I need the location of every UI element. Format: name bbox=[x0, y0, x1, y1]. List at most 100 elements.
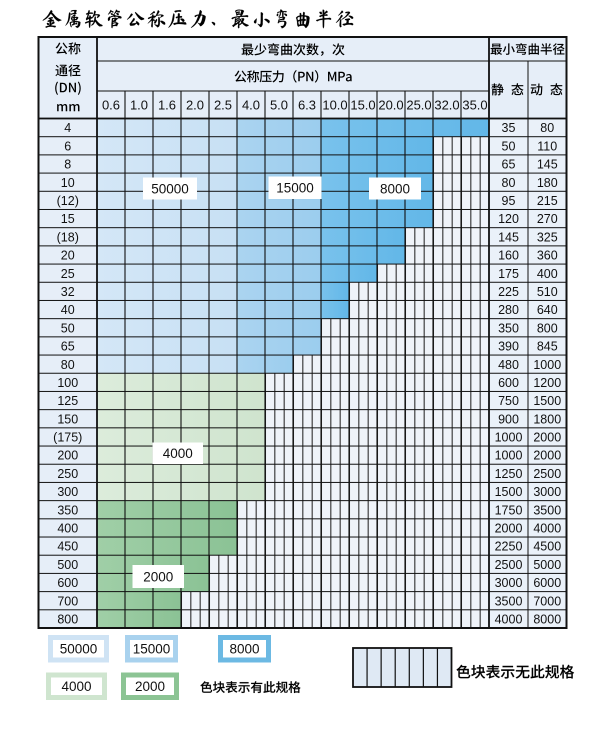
svg-text:25: 25 bbox=[61, 267, 75, 281]
svg-text:1800: 1800 bbox=[533, 412, 561, 426]
svg-text:4000: 4000 bbox=[533, 522, 561, 536]
svg-text:175: 175 bbox=[498, 267, 519, 281]
svg-text:4000: 4000 bbox=[495, 613, 523, 627]
svg-text:3500: 3500 bbox=[533, 503, 561, 517]
svg-text:2000: 2000 bbox=[533, 449, 561, 463]
svg-text:6000: 6000 bbox=[533, 576, 561, 590]
svg-text:40: 40 bbox=[61, 303, 75, 317]
svg-text:1500: 1500 bbox=[495, 485, 523, 499]
svg-text:1.6: 1.6 bbox=[158, 97, 176, 112]
svg-text:10.0: 10.0 bbox=[322, 97, 347, 112]
svg-text:35.0: 35.0 bbox=[462, 97, 487, 112]
svg-text:3500: 3500 bbox=[495, 594, 523, 608]
svg-text:50000: 50000 bbox=[151, 181, 189, 196]
svg-text:3000: 3000 bbox=[533, 485, 561, 499]
svg-text:2.5: 2.5 bbox=[214, 97, 232, 112]
svg-text:400: 400 bbox=[57, 522, 78, 536]
svg-text:1250: 1250 bbox=[495, 467, 523, 481]
svg-text:1000: 1000 bbox=[495, 449, 523, 463]
svg-text:350: 350 bbox=[57, 503, 78, 517]
svg-text:32.0: 32.0 bbox=[434, 97, 459, 112]
svg-text:600: 600 bbox=[498, 376, 519, 390]
svg-text:3000: 3000 bbox=[495, 576, 523, 590]
svg-text:25.0: 25.0 bbox=[406, 97, 431, 112]
svg-text:10: 10 bbox=[61, 176, 75, 190]
svg-text:20: 20 bbox=[61, 249, 75, 263]
svg-text:1750: 1750 bbox=[495, 503, 523, 517]
svg-text:2.0: 2.0 bbox=[186, 97, 204, 112]
svg-text:700: 700 bbox=[57, 594, 78, 608]
svg-text:32: 32 bbox=[61, 285, 75, 299]
svg-text:600: 600 bbox=[57, 576, 78, 590]
svg-text:145: 145 bbox=[498, 230, 519, 244]
svg-text:50: 50 bbox=[502, 139, 516, 153]
svg-text:15.0: 15.0 bbox=[350, 97, 375, 112]
svg-text:1500: 1500 bbox=[533, 394, 561, 408]
svg-text:180: 180 bbox=[537, 176, 558, 190]
svg-text:160: 160 bbox=[498, 249, 519, 263]
svg-text:50: 50 bbox=[61, 321, 75, 335]
svg-text:325: 325 bbox=[537, 230, 558, 244]
svg-text:360: 360 bbox=[537, 249, 558, 263]
svg-text:640: 640 bbox=[537, 303, 558, 317]
svg-text:2000: 2000 bbox=[143, 569, 173, 584]
svg-text:900: 900 bbox=[498, 412, 519, 426]
svg-text:2500: 2500 bbox=[533, 467, 561, 481]
svg-text:8: 8 bbox=[64, 158, 71, 172]
svg-text:95: 95 bbox=[502, 194, 516, 208]
svg-text:480: 480 bbox=[498, 358, 519, 372]
svg-text:8000: 8000 bbox=[533, 613, 561, 627]
svg-text:400: 400 bbox=[537, 267, 558, 281]
svg-text:280: 280 bbox=[498, 303, 519, 317]
svg-text:100: 100 bbox=[57, 376, 78, 390]
svg-text:15000: 15000 bbox=[133, 642, 171, 657]
svg-text:225: 225 bbox=[498, 285, 519, 299]
svg-text:2000: 2000 bbox=[135, 679, 165, 694]
svg-text:350: 350 bbox=[498, 321, 519, 335]
svg-text:4500: 4500 bbox=[533, 540, 561, 554]
svg-text:1000: 1000 bbox=[495, 431, 523, 445]
svg-text:390: 390 bbox=[498, 340, 519, 354]
svg-text:800: 800 bbox=[537, 321, 558, 335]
svg-text:2500: 2500 bbox=[495, 558, 523, 572]
svg-text:4000: 4000 bbox=[163, 446, 193, 461]
svg-text:80: 80 bbox=[61, 358, 75, 372]
svg-text:510: 510 bbox=[537, 285, 558, 299]
svg-text:80: 80 bbox=[502, 176, 516, 190]
svg-text:2250: 2250 bbox=[495, 540, 523, 554]
svg-text:6.3: 6.3 bbox=[298, 97, 316, 112]
svg-text:300: 300 bbox=[57, 485, 78, 499]
svg-text:450: 450 bbox=[57, 540, 78, 554]
svg-text:8000: 8000 bbox=[229, 642, 259, 657]
svg-text:65: 65 bbox=[502, 158, 516, 172]
svg-text:4000: 4000 bbox=[61, 679, 91, 694]
svg-text:(18): (18) bbox=[57, 230, 79, 244]
svg-text:145: 145 bbox=[537, 158, 558, 172]
svg-text:845: 845 bbox=[537, 340, 558, 354]
svg-text:750: 750 bbox=[498, 394, 519, 408]
svg-text:5.0: 5.0 bbox=[270, 97, 288, 112]
svg-text:110: 110 bbox=[537, 139, 557, 153]
svg-text:6: 6 bbox=[64, 139, 71, 153]
svg-text:1200: 1200 bbox=[533, 376, 561, 390]
svg-text:0.6: 0.6 bbox=[102, 97, 120, 112]
svg-text:50000: 50000 bbox=[60, 642, 98, 657]
svg-text:5000: 5000 bbox=[533, 558, 561, 572]
svg-text:4.0: 4.0 bbox=[242, 97, 260, 112]
svg-text:120: 120 bbox=[498, 212, 519, 226]
svg-text:200: 200 bbox=[57, 449, 78, 463]
svg-text:4: 4 bbox=[64, 121, 71, 135]
svg-text:500: 500 bbox=[57, 558, 78, 572]
svg-text:215: 215 bbox=[537, 194, 558, 208]
svg-text:1000: 1000 bbox=[533, 358, 561, 372]
svg-text:(12): (12) bbox=[57, 194, 79, 208]
svg-text:7000: 7000 bbox=[533, 594, 561, 608]
svg-text:8000: 8000 bbox=[380, 181, 410, 196]
svg-text:15: 15 bbox=[61, 212, 75, 226]
svg-text:800: 800 bbox=[57, 613, 78, 627]
svg-text:15000: 15000 bbox=[276, 181, 314, 196]
svg-text:80: 80 bbox=[540, 121, 554, 135]
svg-text:(175): (175) bbox=[53, 431, 82, 445]
svg-text:35: 35 bbox=[502, 121, 516, 135]
svg-text:1.0: 1.0 bbox=[130, 97, 148, 112]
